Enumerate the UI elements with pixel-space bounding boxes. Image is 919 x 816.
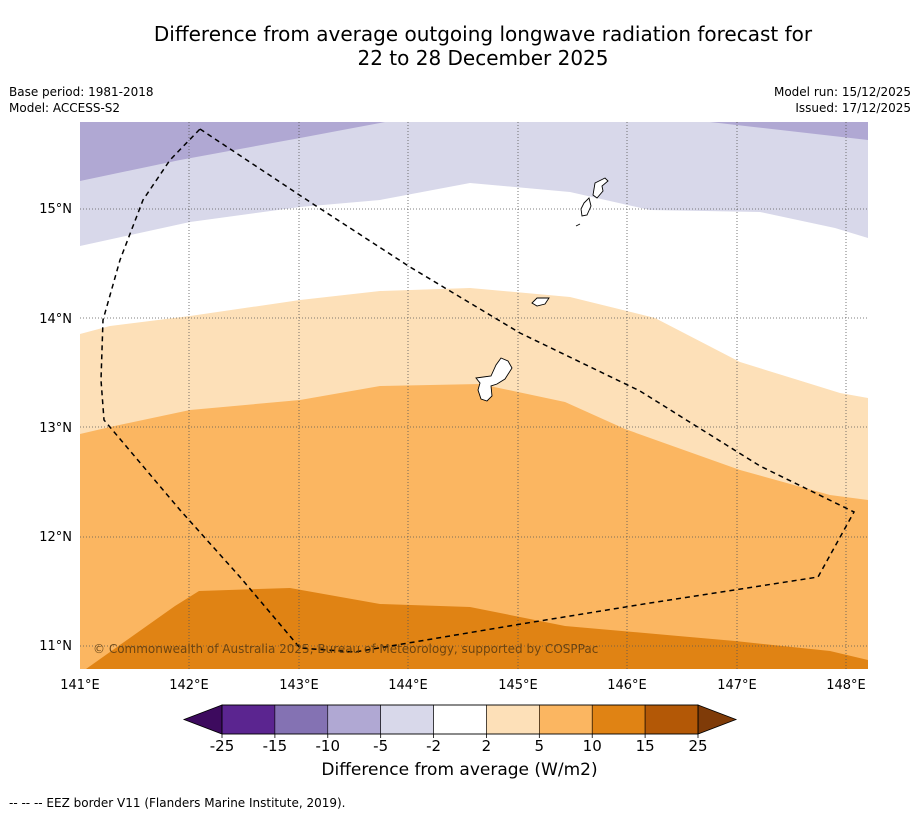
copyright-text: © Commonwealth of Australia 2025, Bureau… [93, 642, 598, 656]
colorbar-label: Difference from average (W/m2) [321, 760, 598, 780]
colorbar-tick-label: -25 [210, 737, 235, 755]
colorbar-tick-label: -2 [426, 737, 441, 755]
model-name: Model: ACCESS-S2 [9, 101, 121, 115]
colorbar-tick-label: 10 [583, 737, 602, 755]
island-tinian [575, 223, 581, 227]
colorbar-segment [539, 704, 593, 735]
colorbar-segment [327, 704, 381, 735]
base-period: Base period: 1981-2018 [9, 85, 154, 99]
lat-tick-15: 15°N [39, 202, 72, 217]
issued-date: Issued: 17/12/2025 [795, 101, 911, 115]
colorbar-extend-high [697, 704, 738, 735]
chart-title: Difference from average outgoing longwav… [0, 22, 919, 70]
island-anatahan [592, 177, 609, 199]
colorbar-tick-label: 15 [636, 737, 655, 755]
model-run: Model run: 15/12/2025 [773, 85, 911, 99]
lon-tick-143: 143°E [279, 678, 319, 693]
lat-tick-11: 11°N [39, 639, 72, 654]
lat-tick-13: 13°N [39, 421, 72, 436]
island-saipan [580, 197, 592, 217]
lat-tick-labels: 15°N 14°N 13°N 12°N 11°N [39, 202, 72, 654]
colorbar-tick-label: 25 [688, 737, 707, 755]
title-line-2: 22 to 28 December 2025 [357, 46, 609, 70]
lon-tick-144: 144°E [388, 678, 428, 693]
lon-tick-141: 141°E [60, 678, 100, 693]
lat-tick-12: 12°N [39, 530, 72, 545]
colorbar-segment [221, 704, 276, 735]
colorbar-tick-label: -5 [373, 737, 388, 755]
lon-tick-146: 146°E [607, 678, 647, 693]
colorbar-segment [591, 704, 646, 735]
title-line-1: Difference from average outgoing longwav… [153, 22, 813, 46]
band-10-15 [86, 588, 868, 669]
colorbar-segment [644, 704, 699, 735]
colorbar-tick-label: -15 [263, 737, 288, 755]
island-guam [475, 357, 513, 402]
colorbar-tick-label: 5 [535, 737, 545, 755]
anomaly-field [80, 122, 868, 669]
colorbar-segment [486, 704, 540, 735]
lon-tick-labels: 141°E 142°E 143°E 144°E 145°E 146°E 147°… [60, 678, 866, 693]
islands [475, 177, 609, 402]
colorbar-segment [380, 704, 434, 735]
footer-note: -- -- -- EEZ border V11 (Flanders Marine… [9, 796, 346, 810]
colorbar-outline [221, 704, 699, 735]
lon-tick-145: 145°E [498, 678, 538, 693]
colorbar-segment [274, 704, 329, 735]
lon-tick-147: 147°E [717, 678, 757, 693]
gridlines [80, 122, 868, 669]
lon-tick-148: 148°E [826, 678, 866, 693]
colorbar-extend-low [182, 704, 223, 735]
colorbar-tick-label: -10 [316, 737, 341, 755]
lon-tick-142: 142°E [169, 678, 209, 693]
colorbar: -25 -15 -10 -5 -2 2 5 10 15 25 [182, 704, 738, 755]
colorbar-segment [433, 704, 487, 735]
eez-border [100, 128, 856, 653]
island-rota [531, 297, 550, 307]
colorbar-tick-label: 2 [482, 737, 492, 755]
meta-left: Base period: 1981-2018 Model: ACCESS-S2 [9, 84, 154, 116]
meta-right: Model run: 15/12/2025 Issued: 17/12/2025 [774, 84, 911, 116]
lat-tick-14: 14°N [39, 312, 72, 327]
